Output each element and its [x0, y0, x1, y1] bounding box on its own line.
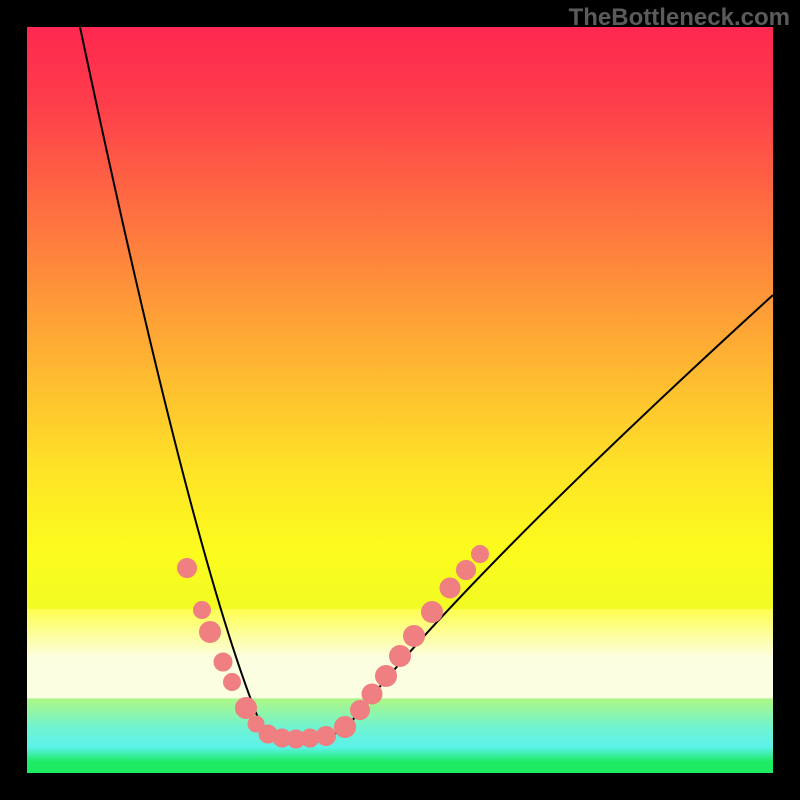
marker-dot [472, 546, 489, 563]
marker-dot [351, 701, 370, 720]
marker-dot [224, 674, 241, 691]
marker-dot [178, 559, 197, 578]
marker-dot [214, 653, 232, 671]
bottleneck-curve-chart [0, 0, 800, 800]
marker-dot [390, 646, 411, 667]
marker-dot [200, 622, 221, 643]
marker-dot [457, 561, 476, 580]
marker-dot [376, 666, 397, 687]
marker-dot [317, 727, 336, 746]
marker-dot [440, 578, 460, 598]
marker-dot [335, 717, 356, 738]
marker-dot [404, 626, 425, 647]
marker-dot [362, 684, 382, 704]
marker-dot [236, 698, 257, 719]
marker-dot [194, 602, 211, 619]
chart-container: TheBottleneck.com [0, 0, 800, 800]
marker-dot [422, 602, 443, 623]
watermark-text: TheBottleneck.com [569, 4, 790, 32]
